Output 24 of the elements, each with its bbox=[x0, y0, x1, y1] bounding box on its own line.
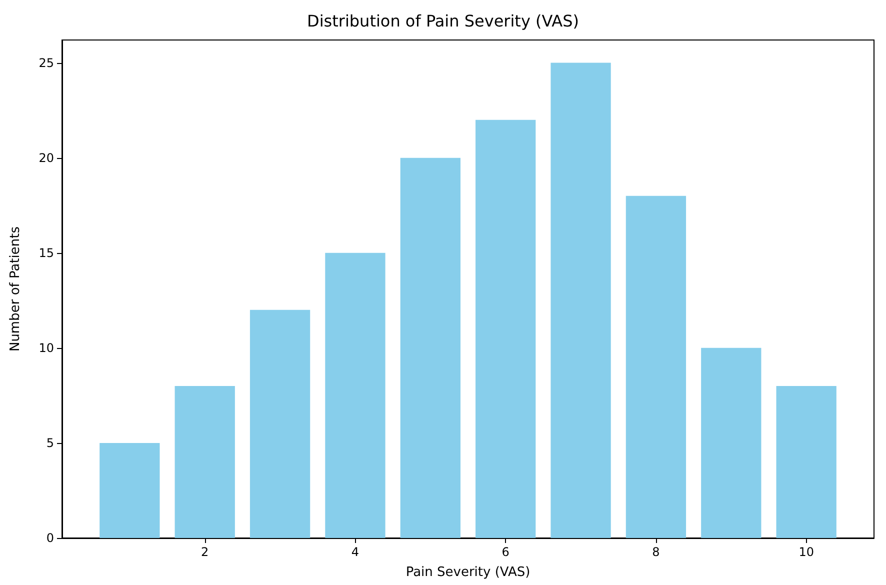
bar bbox=[776, 386, 836, 538]
chart-title: Distribution of Pain Severity (VAS) bbox=[306, 12, 580, 30]
bar bbox=[400, 158, 460, 538]
y-tick-label: 5 bbox=[46, 436, 54, 450]
y-tick-label: 20 bbox=[38, 150, 54, 165]
bar bbox=[250, 310, 310, 538]
x-axis-title: Pain Severity (VAS) bbox=[406, 565, 530, 580]
y-tick-label: 25 bbox=[38, 56, 54, 70]
x-tick-label: 4 bbox=[351, 545, 360, 559]
bar bbox=[701, 348, 762, 538]
x-tick-label: 6 bbox=[502, 545, 510, 559]
x-tick-label: 8 bbox=[652, 545, 660, 559]
bar bbox=[325, 252, 386, 538]
y-tick-label: 15 bbox=[38, 246, 54, 260]
bar bbox=[550, 62, 611, 538]
bar bbox=[100, 442, 160, 538]
y-axis-title: Number of Patients bbox=[8, 226, 23, 352]
x-tick-label: 2 bbox=[201, 545, 209, 559]
bar bbox=[476, 120, 536, 538]
bar bbox=[626, 196, 686, 538]
bar bbox=[174, 386, 235, 538]
y-tick-label: 10 bbox=[38, 340, 54, 355]
y-tick-label: 0 bbox=[46, 531, 54, 545]
x-tick-label: 10 bbox=[798, 545, 814, 559]
